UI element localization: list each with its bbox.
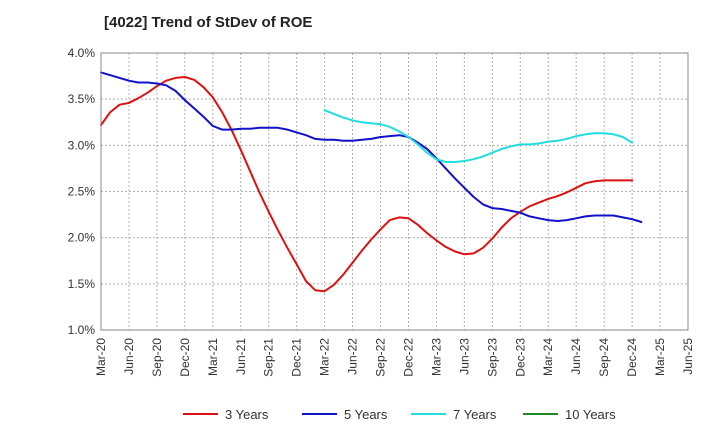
y-axis-ticks: 1.0% 1.5% 2.0% 2.5% 3.0% 3.5% 4.0%: [68, 46, 96, 337]
y-tick-label: 1.5%: [68, 277, 96, 291]
x-tick-label: Sep-24: [597, 338, 611, 377]
y-tick-label: 3.5%: [68, 92, 96, 106]
x-tick-label: Jun-23: [457, 338, 471, 375]
x-axis-ticks: Mar-20 Jun-20 Sep-20 Dec-20 Mar-21 Jun-21 Sep-…: [94, 338, 695, 377]
x-tick-label: Dec-22: [401, 338, 415, 377]
x-tick-label: Mar-24: [541, 338, 555, 376]
y-tick-label: 2.0%: [68, 231, 96, 245]
x-tick-label: Mar-25: [653, 338, 667, 376]
x-tick-label: Sep-21: [262, 338, 276, 377]
x-tick-label: Dec-20: [178, 338, 192, 377]
legend-label-4: 10 Years: [565, 407, 616, 422]
x-tick-label: Sep-23: [485, 338, 499, 377]
x-tick-label: Dec-24: [625, 338, 639, 377]
legend: 3 Years 5 Years 7 Years 10 Years: [183, 407, 616, 422]
x-tick-label: Mar-23: [429, 338, 443, 376]
x-tick-label: Dec-23: [513, 338, 527, 377]
x-tick-label: Sep-20: [150, 338, 164, 377]
plot-frame: [100, 52, 689, 331]
series-line-1: [100, 76, 634, 293]
y-tick-label: 4.0%: [68, 46, 96, 60]
x-tick-label: Mar-21: [206, 338, 220, 376]
grid: [100, 52, 689, 331]
x-tick-label: Dec-21: [290, 338, 304, 377]
series-lines: [100, 71, 643, 293]
x-tick-label: Jun-24: [569, 338, 583, 375]
x-tick-label: Jun-22: [346, 338, 360, 375]
x-tick-label: Jun-25: [681, 338, 695, 375]
x-tick-label: Mar-22: [318, 338, 332, 376]
legend-label-1: 3 Years: [225, 407, 269, 422]
legend-label-3: 7 Years: [453, 407, 497, 422]
legend-label-2: 5 Years: [344, 407, 388, 422]
y-tick-label: 3.0%: [68, 138, 96, 152]
x-tick-label: Mar-20: [94, 338, 108, 376]
y-tick-label: 2.5%: [68, 185, 96, 199]
x-tick-label: Sep-22: [374, 338, 388, 377]
x-tick-label: Jun-21: [234, 338, 248, 375]
chart-title: [4022] Trend of StDev of ROE: [104, 14, 313, 31]
y-tick-label: 1.0%: [68, 323, 96, 337]
x-tick-label: Jun-20: [122, 338, 136, 375]
series-line-3: [323, 109, 634, 163]
series-line-2: [100, 71, 643, 223]
